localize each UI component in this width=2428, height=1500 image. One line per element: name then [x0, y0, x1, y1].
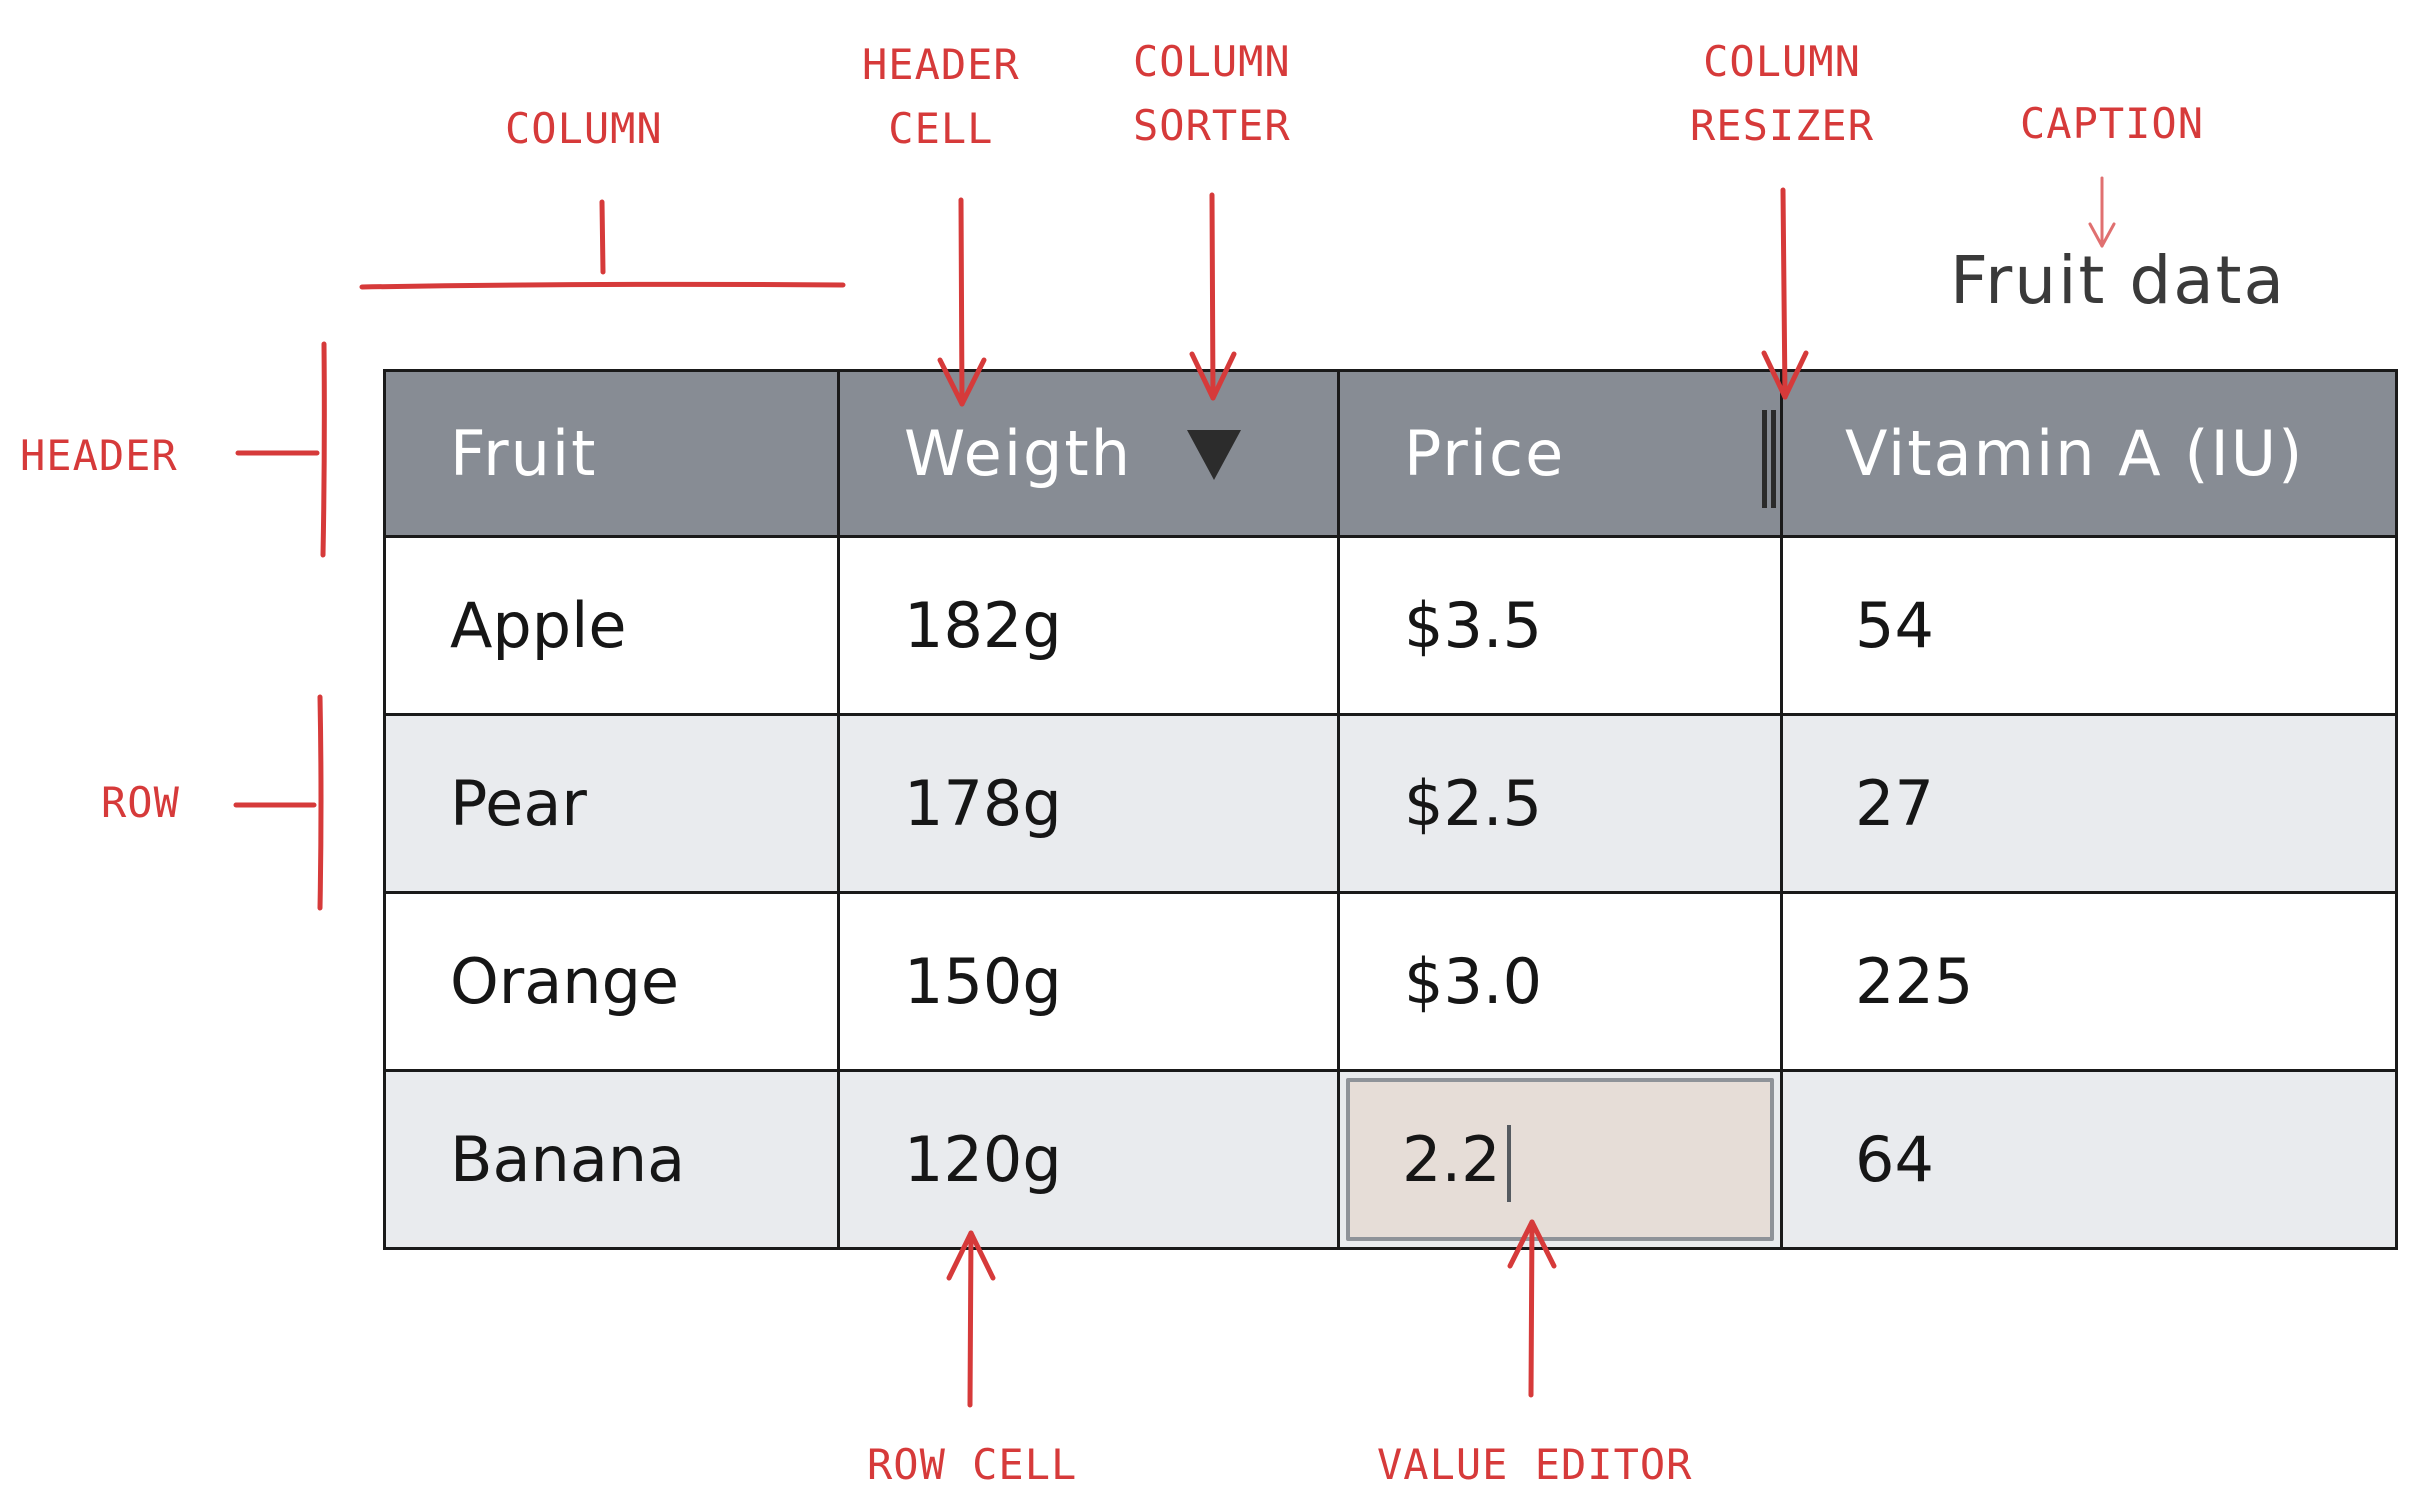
- row-cell[interactable]: Banana: [383, 1069, 840, 1250]
- row-annotation: ROW: [101, 778, 180, 827]
- table-row[interactable]: Apple 182g $3.5 54: [383, 535, 2398, 716]
- column-annotation: COLUMN: [505, 104, 663, 153]
- header-bracket: [320, 341, 327, 558]
- column-resizer-annotation: COLUMN RESIZER: [1690, 30, 1874, 158]
- row-cell[interactable]: Orange: [383, 891, 840, 1072]
- row-cell[interactable]: 54: [1780, 535, 2398, 716]
- column-bracket: [359, 281, 846, 290]
- header-cell-vitamin-a[interactable]: Vitamin A (IU): [1780, 369, 2398, 538]
- row-bracket: [317, 694, 324, 911]
- header-annotation: HEADER: [20, 431, 178, 480]
- column-resizer-arrow: [1780, 187, 1788, 400]
- header-cell-label: Price: [1404, 417, 1566, 490]
- column-sorter-arrow: [1209, 192, 1216, 401]
- header-cell-label: Vitamin A (IU): [1845, 417, 2305, 490]
- column-resize-handle[interactable]: [1762, 410, 1776, 508]
- header-cell-label: Fruit: [450, 417, 598, 490]
- header-cell-price[interactable]: Price: [1337, 369, 1783, 538]
- column-sorter-annotation: COLUMN SORTER: [1133, 30, 1291, 158]
- row-cell[interactable]: 120g: [837, 1069, 1340, 1250]
- row-cell[interactable]: 182g: [837, 535, 1340, 716]
- column-sorter-annotation-line-2: SORTER: [1133, 101, 1291, 150]
- header-cell-fruit[interactable]: Fruit: [383, 369, 840, 538]
- row-cell[interactable]: $3.0: [1337, 891, 1783, 1072]
- row-cell[interactable]: 27: [1780, 713, 2398, 894]
- row-cell[interactable]: Pear: [383, 713, 840, 894]
- table-row[interactable]: Orange 150g $3.0 225: [383, 891, 2398, 1072]
- row-cell[interactable]: Apple: [383, 535, 840, 716]
- fruit-table: Fruit Weigth Price Vitamin A (IU) Apple …: [383, 369, 2398, 1250]
- column-resizer-annotation-line-2: RESIZER: [1690, 101, 1875, 150]
- row-cell-arrow: [967, 1230, 974, 1408]
- header-cell-weight[interactable]: Weigth: [837, 369, 1340, 538]
- header-cell-annotation: HEADER CELL: [862, 33, 1020, 161]
- value-editor-input[interactable]: [1346, 1078, 1774, 1241]
- table-caption: Fruit data: [1950, 242, 2286, 319]
- header-cell-annotation-line-2: CELL: [888, 104, 994, 153]
- table-row[interactable]: Banana 120g 64: [383, 1069, 2398, 1250]
- caption-annotation: CAPTION: [2020, 99, 2205, 148]
- column-resizer-annotation-line-1: COLUMN: [1703, 37, 1861, 86]
- header-cell-label: Weigth: [904, 417, 1133, 490]
- sort-descending-icon[interactable]: [1187, 430, 1241, 480]
- row-cell[interactable]: 225: [1780, 891, 2398, 1072]
- row-cell[interactable]: $3.5: [1337, 535, 1783, 716]
- value-editor-annotation: VALUE EDITOR: [1377, 1440, 1693, 1489]
- header-cell-annotation-line-1: HEADER: [862, 40, 1020, 89]
- row-cell[interactable]: 178g: [837, 713, 1340, 894]
- row-cell[interactable]: $2.5: [1337, 713, 1783, 894]
- column-bracket-tick: [599, 199, 606, 275]
- column-sorter-annotation-line-1: COLUMN: [1133, 37, 1291, 86]
- row-cell[interactable]: 64: [1780, 1069, 2398, 1250]
- row-cell[interactable]: 150g: [837, 891, 1340, 1072]
- row-cell-editing[interactable]: [1337, 1069, 1783, 1250]
- row-cell-annotation: ROW CELL: [867, 1440, 1078, 1489]
- table-row[interactable]: Pear 178g $2.5 27: [383, 713, 2398, 894]
- table-header-row: Fruit Weigth Price Vitamin A (IU): [383, 369, 2398, 538]
